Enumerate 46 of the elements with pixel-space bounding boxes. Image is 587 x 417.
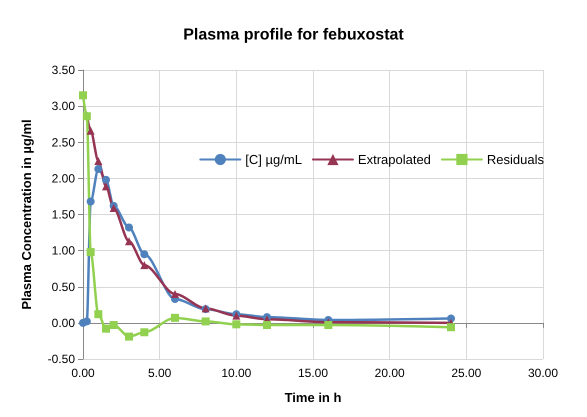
y-tick-label: 1.00 xyxy=(52,244,76,258)
point xyxy=(86,126,95,135)
point xyxy=(125,224,133,232)
point xyxy=(94,164,102,173)
y-tick-label: 0.50 xyxy=(52,280,76,294)
y-tick-label: 2.50 xyxy=(52,135,76,150)
y-tick-label: 3.50 xyxy=(52,63,76,77)
chart-title: Plasma profile for febuxostat xyxy=(183,26,404,44)
point xyxy=(86,197,95,206)
point xyxy=(102,324,110,333)
point xyxy=(94,157,102,166)
x-tick-label: 5.00 xyxy=(148,366,172,380)
point xyxy=(79,91,87,100)
legend-label: Residuals xyxy=(486,152,544,167)
point xyxy=(140,261,148,270)
y-tick-label: 0.00 xyxy=(52,316,76,330)
point xyxy=(324,321,332,330)
point xyxy=(140,328,148,336)
y-tick-label: 2.00 xyxy=(52,171,76,186)
point xyxy=(94,310,102,318)
y-tick-label: 3.00 xyxy=(52,99,76,114)
point xyxy=(110,321,118,330)
point xyxy=(140,250,148,258)
point xyxy=(102,176,110,184)
x-tick-label: 20.00 xyxy=(374,366,406,380)
x-tick-label: 10.00 xyxy=(221,366,252,380)
x-tick-label: 0.00 xyxy=(71,366,95,380)
point xyxy=(125,332,133,341)
x-tick-label: 25.00 xyxy=(451,366,482,380)
point xyxy=(171,314,179,322)
y-tick-label: 1.50 xyxy=(52,208,76,222)
point xyxy=(447,323,455,332)
y-tick-label: -0.50 xyxy=(48,352,76,366)
y-axis-title: Plasma Concentration in µg/ml xyxy=(19,119,34,310)
x-tick-label: 30.00 xyxy=(528,366,558,380)
legend-label: Extrapolated xyxy=(358,152,431,167)
point xyxy=(82,317,91,326)
point xyxy=(232,320,240,328)
point xyxy=(202,317,210,326)
x-axis-title: Time in h xyxy=(284,390,342,405)
legend-label: [C] µg/mL xyxy=(245,152,302,167)
point xyxy=(86,248,95,256)
point xyxy=(263,321,271,330)
x-tick-label: 15.00 xyxy=(298,366,328,380)
point xyxy=(102,182,110,190)
point xyxy=(171,290,179,298)
